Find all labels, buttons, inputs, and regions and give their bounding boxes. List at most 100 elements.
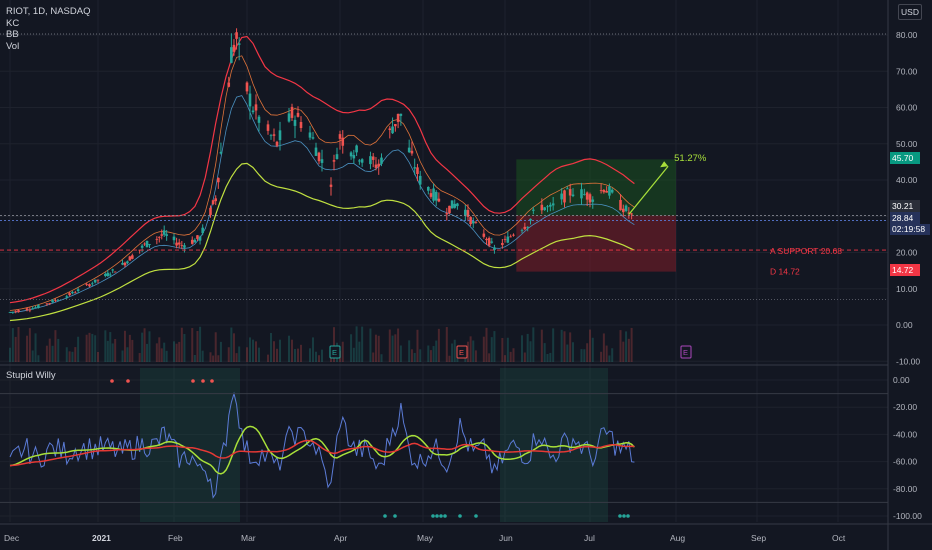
oscillator-title[interactable]: Stupid Willy bbox=[6, 370, 56, 381]
candle-body bbox=[140, 245, 144, 248]
volume-bar bbox=[474, 350, 477, 362]
price-tick-label: 40.00 bbox=[896, 175, 918, 185]
volume-bar bbox=[9, 347, 11, 362]
candle-body bbox=[526, 226, 529, 228]
volume-bar bbox=[512, 348, 515, 362]
volume-bar bbox=[589, 329, 591, 362]
indicator-bb[interactable]: BB bbox=[6, 29, 19, 40]
projection-arrowhead bbox=[660, 161, 669, 168]
volume-bar bbox=[419, 349, 422, 362]
candle-body bbox=[377, 163, 381, 167]
candle-body bbox=[108, 274, 112, 276]
volume-bar bbox=[246, 347, 248, 362]
indicator-kc[interactable]: KC bbox=[6, 17, 20, 29]
volume-bar bbox=[91, 333, 94, 362]
volume-bar bbox=[466, 341, 469, 362]
volume-bar bbox=[37, 355, 40, 362]
volume-bar bbox=[126, 347, 129, 362]
stop-level-label: D 14.72 bbox=[770, 267, 800, 277]
candle-body bbox=[11, 311, 15, 313]
candle-body bbox=[471, 220, 475, 224]
osc-zone-0 bbox=[140, 368, 204, 522]
volume-bar bbox=[270, 332, 272, 362]
volume-bar bbox=[191, 328, 194, 362]
volume-bar bbox=[469, 336, 472, 362]
candle-body bbox=[560, 193, 563, 200]
volume-bar bbox=[238, 346, 241, 362]
volume-bar bbox=[121, 350, 124, 362]
candle-body bbox=[335, 154, 339, 160]
volume-bar bbox=[255, 341, 257, 362]
candle-body bbox=[418, 175, 422, 185]
candle-body bbox=[34, 307, 37, 309]
volume-bar bbox=[193, 354, 196, 362]
volume-bar bbox=[74, 347, 77, 362]
candle-body bbox=[413, 167, 416, 169]
stop-price-tag: 14.72 bbox=[890, 264, 920, 276]
volume-bar bbox=[540, 329, 543, 362]
candle-body bbox=[177, 242, 181, 245]
candle-body bbox=[388, 128, 392, 131]
osc-oversold-dot bbox=[474, 514, 478, 518]
volume-bar bbox=[413, 352, 416, 362]
target-price-tag: 45.70 bbox=[890, 152, 920, 164]
volume-bar bbox=[472, 340, 475, 362]
candle-body bbox=[17, 310, 20, 313]
volume-bar bbox=[380, 354, 383, 362]
time-tick-label: Aug bbox=[670, 533, 685, 543]
candle-body bbox=[485, 238, 488, 241]
candle-body bbox=[85, 284, 88, 286]
candle-body bbox=[599, 190, 603, 191]
volume-bar bbox=[566, 344, 569, 362]
volume-bar bbox=[501, 337, 504, 362]
symbol-label[interactable]: RIOT, 1D, NASDAQ bbox=[6, 6, 91, 17]
osc-overbought-dot bbox=[210, 379, 214, 383]
earnings-mark: E bbox=[683, 348, 688, 357]
candle-body bbox=[338, 134, 342, 139]
volume-bar bbox=[394, 334, 397, 362]
candle-body bbox=[31, 308, 35, 310]
candle-body bbox=[509, 236, 512, 238]
earnings-marker-0: E bbox=[329, 345, 341, 359]
volume-bar bbox=[68, 351, 71, 362]
candle-body bbox=[456, 203, 459, 207]
grid-lines bbox=[0, 0, 888, 522]
price-axis: 80.0070.0060.0050.0040.0030.0020.0010.00… bbox=[896, 30, 920, 366]
volume-bar bbox=[26, 335, 29, 362]
candle-body bbox=[602, 189, 606, 193]
candle-body bbox=[627, 212, 631, 214]
candle-body bbox=[563, 190, 566, 203]
price-tick-label: 20.00 bbox=[896, 248, 918, 258]
candle-body bbox=[619, 199, 622, 211]
candle-body bbox=[232, 44, 236, 52]
currency-button[interactable]: USD bbox=[898, 4, 922, 20]
candle-body bbox=[269, 135, 273, 137]
candle-body bbox=[275, 141, 279, 146]
indicator-vol[interactable]: Vol bbox=[6, 40, 20, 52]
volume-bar bbox=[429, 350, 432, 362]
candle-body bbox=[352, 155, 356, 159]
volume-bar bbox=[199, 326, 202, 362]
candle-body bbox=[580, 189, 583, 199]
time-tick-label: Feb bbox=[168, 533, 183, 543]
volume-bar bbox=[397, 328, 400, 362]
volume-bar bbox=[48, 338, 51, 362]
volume-bar bbox=[600, 351, 603, 362]
volume-bar bbox=[341, 341, 344, 362]
volume-bar bbox=[258, 347, 260, 362]
volume-bar bbox=[141, 332, 144, 362]
volume-bar bbox=[97, 351, 99, 362]
candle-body bbox=[214, 198, 218, 202]
volume-bar bbox=[183, 333, 186, 362]
candle-body bbox=[131, 255, 134, 259]
candle-body bbox=[332, 160, 336, 162]
osc-tick-label: -60.00 bbox=[893, 457, 917, 467]
candle-body bbox=[320, 159, 324, 163]
candle-body bbox=[48, 303, 52, 304]
bar-countdown-tag: 02:19:58 bbox=[890, 224, 930, 235]
volume-bar bbox=[369, 328, 372, 362]
time-tick-label: May bbox=[417, 533, 434, 543]
candle-body bbox=[311, 137, 315, 139]
candle-body bbox=[355, 145, 358, 153]
